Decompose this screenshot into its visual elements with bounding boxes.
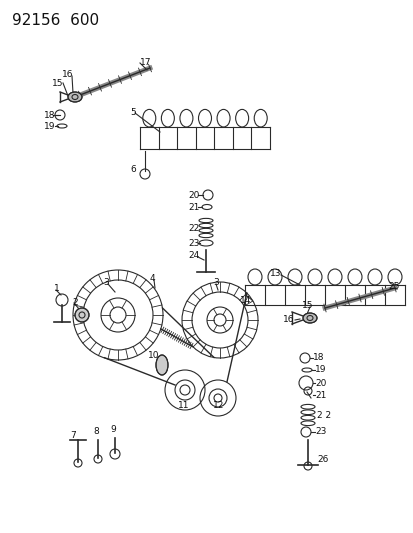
Text: 20: 20: [314, 378, 325, 387]
Text: 5: 5: [130, 108, 135, 117]
Text: 18: 18: [312, 353, 324, 362]
Text: 23: 23: [314, 427, 325, 437]
Text: 14: 14: [240, 295, 251, 304]
Text: 12: 12: [212, 401, 224, 410]
Ellipse shape: [68, 92, 82, 102]
Text: 2: 2: [72, 297, 78, 306]
Text: 3: 3: [212, 278, 218, 287]
Text: 25: 25: [387, 281, 399, 290]
Text: 21: 21: [314, 392, 325, 400]
Text: 1: 1: [54, 284, 59, 293]
Text: 21: 21: [188, 203, 199, 212]
Text: 15: 15: [52, 78, 63, 87]
Text: 9: 9: [110, 425, 116, 434]
Text: 16: 16: [62, 69, 74, 78]
Text: 4: 4: [150, 273, 155, 282]
Text: 10: 10: [147, 351, 159, 359]
Text: 11: 11: [178, 401, 189, 410]
Text: 24: 24: [188, 251, 199, 260]
Text: 19: 19: [314, 366, 326, 375]
Text: 23: 23: [188, 238, 199, 247]
Circle shape: [75, 308, 89, 322]
Text: 6: 6: [130, 165, 135, 174]
Text: 16: 16: [282, 316, 294, 325]
Text: 15: 15: [301, 301, 313, 310]
Text: 8: 8: [93, 427, 99, 437]
Text: 20: 20: [188, 190, 199, 199]
Text: 26: 26: [316, 456, 328, 464]
Ellipse shape: [302, 313, 316, 323]
Text: 13: 13: [269, 269, 281, 278]
Text: 19: 19: [44, 122, 55, 131]
Text: 2 2: 2 2: [316, 410, 330, 419]
Text: 7: 7: [70, 431, 76, 440]
Text: 3: 3: [103, 278, 109, 287]
Ellipse shape: [156, 355, 168, 375]
Text: 22: 22: [188, 223, 199, 232]
Text: 18: 18: [44, 110, 55, 119]
Text: 92156  600: 92156 600: [12, 12, 99, 28]
Text: 17: 17: [140, 58, 151, 67]
